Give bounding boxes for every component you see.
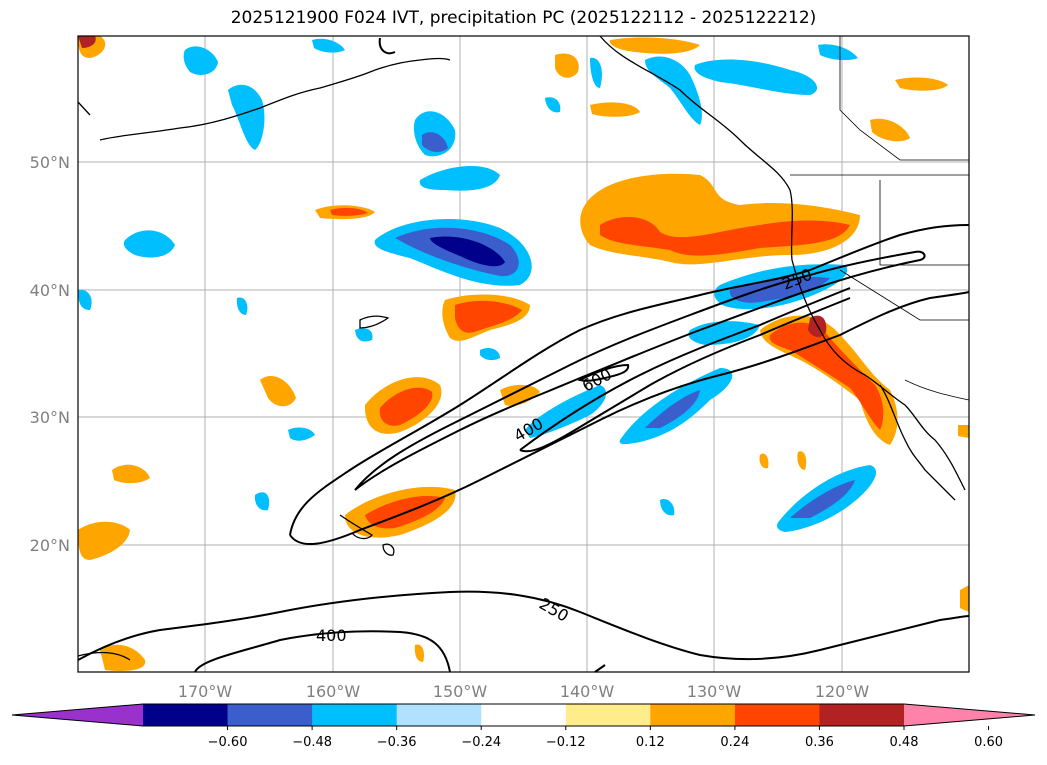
- colorbar-tick-label: 0.48: [890, 735, 919, 750]
- colorbar-tick-label: 0.24: [720, 735, 749, 750]
- lon-label-130w: 130°W: [687, 682, 742, 701]
- colorbar-outline: [11, 703, 1036, 727]
- colorbar-segment: [481, 704, 567, 726]
- gridlines: [78, 36, 969, 672]
- lon-label-170w: 170°W: [178, 682, 233, 701]
- coastlines: [77, 35, 966, 661]
- map-frame: [77, 35, 970, 673]
- colorbar-segment: [143, 704, 229, 726]
- colorbar-tick-label: 0.12: [636, 735, 665, 750]
- colorbar-extend-low: [12, 704, 143, 726]
- ivt-contours: [77, 37, 970, 673]
- lon-label-150w: 150°W: [433, 682, 488, 701]
- colorbar: −0.60 −0.48 −0.36 −0.24 −0.12 0.12 0.24 0.36 0.4…: [11, 703, 1036, 750]
- colorbar-extend-high: [904, 704, 1035, 726]
- colorbar-segment: [650, 704, 736, 726]
- colorbar-segment: [396, 704, 482, 726]
- colorbar-tick-label: −0.48: [292, 735, 332, 750]
- colorbar-segment: [565, 704, 651, 726]
- latitude-labels: 50°N 40°N 30°N 20°N: [30, 153, 70, 555]
- lon-label-140w: 140°W: [560, 682, 615, 701]
- map-title: 2025121900 F024 IVT, precipitation PC (2…: [230, 8, 817, 28]
- colorbar-tick-label: −0.36: [377, 735, 417, 750]
- lat-label-40n: 40°N: [30, 281, 70, 300]
- colorbar-tick-label: −0.12: [546, 735, 586, 750]
- colorbar-segment: [312, 704, 398, 726]
- lat-label-30n: 30°N: [30, 408, 70, 427]
- lat-label-50n: 50°N: [30, 153, 70, 172]
- colorbar-segment: [734, 704, 820, 726]
- lon-label-120w: 120°W: [815, 682, 870, 701]
- lon-label-160w: 160°W: [306, 682, 361, 701]
- colorbar-segment: [227, 704, 313, 726]
- borders: [790, 36, 970, 401]
- colorbar-tick-label: −0.60: [208, 735, 248, 750]
- colorbar-tick-label: 0.36: [805, 735, 834, 750]
- lat-label-20n: 20°N: [30, 536, 70, 555]
- colorbar-segment: [819, 704, 905, 726]
- colorbar-tick-label: 0.60: [974, 735, 1003, 750]
- contour-label-400-south: 400: [316, 626, 347, 645]
- longitude-labels: 170°W 160°W 150°W 140°W 130°W 120°W: [178, 682, 870, 701]
- colorbar-tick-label: −0.24: [461, 735, 501, 750]
